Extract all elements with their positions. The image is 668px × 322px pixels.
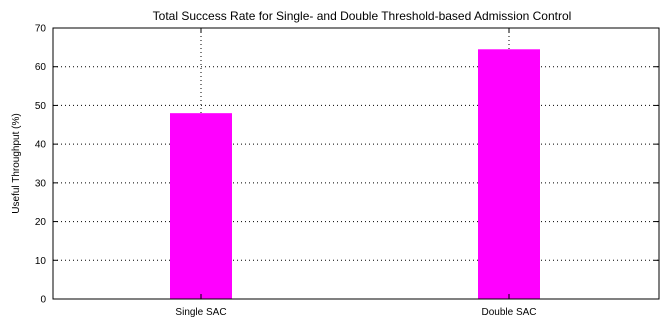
y-tick-labels: 0 10 20 30 40 50 60 70	[35, 24, 47, 306]
chart-title: Total Success Rate for Single- and Doubl…	[153, 9, 572, 23]
bar	[478, 49, 540, 299]
x-tick-label: Double SAC	[481, 307, 536, 318]
y-tick-label: 10	[35, 256, 47, 267]
x-tick-label: Single SAC	[175, 307, 226, 318]
x-tick-labels: Single SAC Double SAC	[175, 307, 536, 318]
bar	[170, 113, 232, 300]
y-axis-label: Useful Throughput (%)	[11, 113, 22, 213]
axis-ticks	[53, 27, 659, 300]
bars	[170, 49, 540, 300]
y-tick-label: 40	[35, 140, 47, 151]
plot-area-frame	[52, 27, 660, 300]
y-tick-label: 50	[35, 101, 47, 112]
grid	[53, 28, 659, 299]
y-tick-label: 60	[35, 62, 47, 73]
y-tick-label: 20	[35, 217, 47, 228]
y-tick-label: 0	[40, 295, 46, 306]
y-tick-label: 70	[35, 24, 47, 35]
y-tick-label: 30	[35, 178, 47, 189]
